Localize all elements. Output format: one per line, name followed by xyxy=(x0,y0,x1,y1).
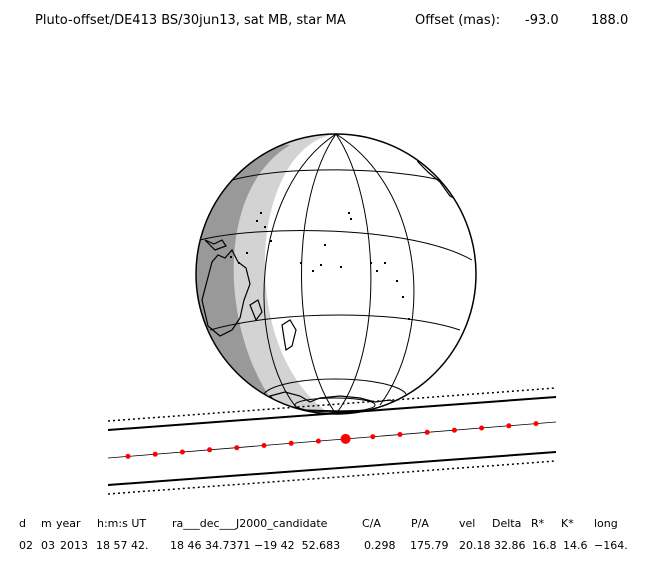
val-rstar: 16.8 xyxy=(532,539,557,552)
val-delta: 32.86 xyxy=(494,539,526,552)
table-header: d m year h:m:s UT ra___dec___J2000_candi… xyxy=(0,517,646,535)
path-point xyxy=(288,440,294,446)
shadow-path xyxy=(107,387,557,495)
path-point xyxy=(451,427,457,433)
path-point xyxy=(424,429,430,435)
val-pa: 175.79 xyxy=(410,539,449,552)
path-point xyxy=(479,425,485,431)
title-label: Pluto-offset/DE413 BS/30jun13, sat MB, s… xyxy=(35,13,346,28)
col-vel: vel xyxy=(459,517,476,530)
col-rstar: R* xyxy=(531,517,545,530)
island-dots xyxy=(230,212,410,320)
path-point xyxy=(533,421,539,427)
offset-label: Offset (mas): xyxy=(415,13,501,28)
col-kstar: K* xyxy=(561,517,574,530)
col-time: h:m:s UT xyxy=(97,517,147,530)
val-day: 02 xyxy=(19,539,33,552)
plot-title: Pluto-offset/DE413 BS/30jun13, sat MB, s… xyxy=(35,13,635,33)
val-time: 18 57 42. xyxy=(96,539,149,552)
col-delta: Delta xyxy=(492,517,522,530)
path-point xyxy=(261,443,267,448)
val-ca: 0.298 xyxy=(364,539,396,552)
globe xyxy=(195,133,477,415)
path-point xyxy=(397,432,403,437)
closest-approach-point xyxy=(340,433,351,444)
path-point xyxy=(125,453,131,459)
col-radec: ra___dec___J2000_candidate xyxy=(172,517,328,530)
path-point xyxy=(506,423,512,429)
col-day: d xyxy=(19,517,26,530)
offset-y-value: 188.0 xyxy=(591,13,629,28)
lower-dotted-limit xyxy=(107,460,557,495)
col-pa: P/A xyxy=(411,517,429,530)
col-year: year xyxy=(56,517,81,530)
path-point xyxy=(152,451,158,457)
col-long: long xyxy=(594,517,618,530)
path-point xyxy=(179,449,185,455)
val-long: −164. xyxy=(594,539,628,552)
centerline xyxy=(107,421,557,459)
val-vel: 20.18 xyxy=(459,539,491,552)
val-year: 2013 xyxy=(60,539,88,552)
val-month: 03 xyxy=(41,539,55,552)
upper-shadow-edge xyxy=(107,396,557,431)
path-point xyxy=(315,438,321,444)
val-kstar: 14.6 xyxy=(563,539,588,552)
path-point xyxy=(207,447,213,453)
col-ca: C/A xyxy=(362,517,381,530)
path-point xyxy=(370,434,376,440)
graticule xyxy=(199,134,473,414)
offset-x-value: -93.0 xyxy=(525,13,559,28)
lower-shadow-edge xyxy=(107,451,557,486)
val-radec: 18 46 34.7371 −19 42 52.683 xyxy=(170,539,341,552)
centerline-points xyxy=(125,421,539,459)
path-point xyxy=(234,445,240,451)
table-row: 02 03 2013 18 57 42. 18 46 34.7371 −19 4… xyxy=(0,539,646,557)
col-month: m xyxy=(41,517,52,530)
